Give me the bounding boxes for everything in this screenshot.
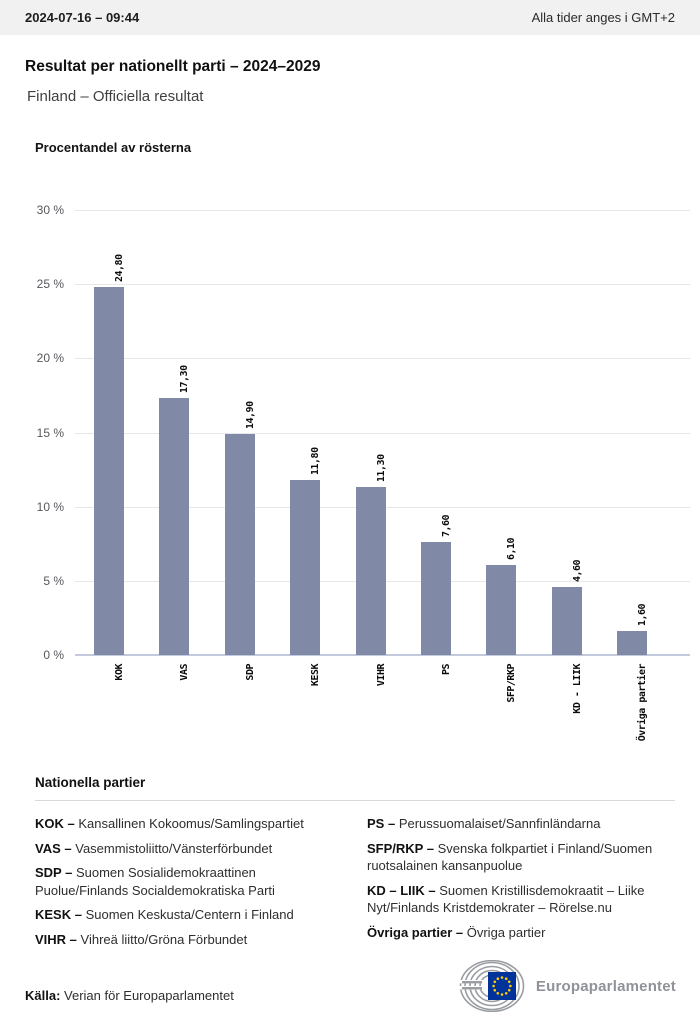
bar-value-label: 11,30: [375, 454, 387, 483]
legend-abbr: KD – LIIK –: [367, 882, 436, 898]
bar-value-label: 4,60: [571, 559, 583, 582]
legend-desc: Svenska folkpartiet i Finland/Suomen ruo…: [367, 840, 653, 874]
bar-value-label: 11,80: [310, 447, 322, 475]
x-tick-label: KESK: [310, 664, 322, 687]
y-tick-label: 0 %: [43, 648, 64, 662]
source-label: Källa:: [25, 988, 61, 1003]
bar-value-label: 6,10: [506, 537, 518, 560]
header-datetime: 2024-07-16 – 09:44: [25, 10, 140, 25]
bar-SFP/RKP: [486, 564, 517, 655]
gridline: [75, 210, 690, 211]
bar-SDP: [224, 433, 255, 655]
legend-desc: Övriga partier: [466, 924, 546, 940]
bar-chart: 30 % 25 % 20 % 15 % 10 % 5 % 0 % 24,80 KOK 17,30 V…: [0, 190, 700, 765]
x-tick-label: SDP: [244, 664, 256, 681]
legend-entry: KOK – Kansallinen Kokoomus/Samlingsparti…: [35, 815, 343, 833]
plot-area: 30 % 25 % 20 % 15 % 10 % 5 % 0 % 24,80 KOK 17,30 V…: [0, 190, 700, 765]
source-text: Verian för Europaparlamentet: [60, 988, 234, 1003]
x-tick-label: KOK: [114, 664, 125, 681]
y-tick-label: 5 %: [43, 573, 64, 588]
legend-entry: VAS – Vasemmistoliitto/Vänsterförbundet: [35, 840, 343, 858]
y-tick-label: 30 %: [36, 203, 64, 217]
bar-Övriga partier: [617, 631, 648, 655]
gridline: [75, 432, 690, 434]
legend-entry: SDP – Suomen Sosialidemokraattinen Puolu…: [35, 864, 343, 899]
bar-value-label: 1,60: [637, 604, 649, 627]
legend-entry: PS – Perussuomalaiset/Sannfinländarna: [367, 815, 675, 833]
legend-abbr: KOK –: [35, 816, 75, 831]
legend-desc: Kansallinen Kokoomus/Samlingspartiet: [78, 816, 304, 831]
gridline: [75, 358, 690, 360]
x-tick-label: Övriga partier: [637, 664, 649, 742]
bar-value-label: 14,90: [244, 401, 256, 429]
bar-PS: [421, 542, 451, 655]
y-tick-label: 10 %: [36, 499, 64, 514]
legend-heading: Nationella partier: [35, 775, 146, 790]
legend-desc: Suomen Keskusta/Centern i Finland: [85, 907, 294, 923]
legend-entry: VIHR – Vihreä liitto/Gröna Förbundet: [35, 931, 343, 949]
legend-entry: Övriga partier – Övriga partier: [367, 924, 675, 942]
bar-VIHR: [355, 487, 386, 655]
legend-abbr: PS –: [367, 816, 396, 831]
x-tick-label: PS: [441, 664, 452, 676]
legend-abbr: VIHR –: [35, 931, 77, 947]
europarl-logo: Europaparlamentet: [450, 960, 676, 1012]
legend-column-left: KOK – Kansallinen Kokoomus/Samlingsparti…: [35, 815, 343, 955]
page-title: Resultat per nationellt parti – 2024–202…: [25, 58, 321, 75]
europarl-logo-text: Europaparlamentet: [535, 977, 676, 995]
legend-desc: Suomen Kristillisdemokraatit – Liike Nyt…: [367, 882, 645, 916]
bar-value-label: 17,30: [179, 365, 191, 394]
bar-value-label: 7,60: [441, 515, 452, 538]
header-timezone-note: Alla tider anges i GMT+2: [531, 10, 675, 25]
legend-desc: Suomen Sosialidemokraattinen Puolue/Finl…: [35, 865, 275, 898]
legend-abbr: VAS –: [35, 840, 72, 856]
legend-abbr: KESK –: [35, 907, 82, 923]
y-tick-label: 25 %: [36, 277, 64, 292]
gridline: [75, 284, 690, 286]
bar-KD - LIIK: [551, 586, 582, 655]
bar-KESK: [290, 479, 321, 655]
x-axis-line: [75, 654, 690, 656]
legend-desc: Vasemmistoliitto/Vänsterförbundet: [75, 840, 273, 856]
x-tick-label: VAS: [179, 664, 191, 681]
bar-value-label: 24,80: [114, 254, 125, 283]
bar-KOK: [94, 287, 124, 655]
y-tick-label: 20 %: [36, 351, 64, 366]
legend-entry: KESK – Suomen Keskusta/Centern i Finland: [35, 906, 343, 924]
x-tick-label: KD - LIIK: [571, 664, 583, 714]
legend-section: Nationella partier KOK – Kansallinen Kok…: [0, 775, 700, 955]
legend-abbr: SFP/RKP –: [367, 840, 434, 856]
europarl-hemicycle-icon: [457, 960, 525, 1012]
legend-abbr: SDP –: [35, 865, 73, 881]
legend-divider: [35, 800, 675, 801]
legend-column-right: PS – Perussuomalaiset/Sannfinländarna SF…: [367, 815, 675, 955]
legend-entry: SFP/RKP – Svenska folkpartiet i Finland/…: [367, 840, 675, 875]
page-subtitle: Finland – Officiella resultat: [27, 88, 204, 105]
y-tick-label: 15 %: [36, 425, 64, 440]
legend-desc: Vihreä liitto/Gröna Förbundet: [80, 931, 248, 947]
x-tick-label: VIHR: [375, 664, 387, 687]
bar-VAS: [159, 398, 190, 655]
legend-entry: KD – LIIK – Suomen Kristillisdemokraatit…: [367, 882, 675, 917]
header-bar: 2024-07-16 – 09:44 Alla tider anges i GM…: [0, 0, 700, 35]
legend-abbr: Övriga partier –: [367, 924, 464, 940]
chart-title: Procentandel av rösterna: [35, 140, 192, 155]
source-note: Källa: Verian för Europaparlamentet: [25, 988, 234, 1003]
x-tick-label: SFP/RKP: [506, 664, 518, 703]
legend-desc: Perussuomalaiset/Sannfinländarna: [398, 816, 601, 831]
